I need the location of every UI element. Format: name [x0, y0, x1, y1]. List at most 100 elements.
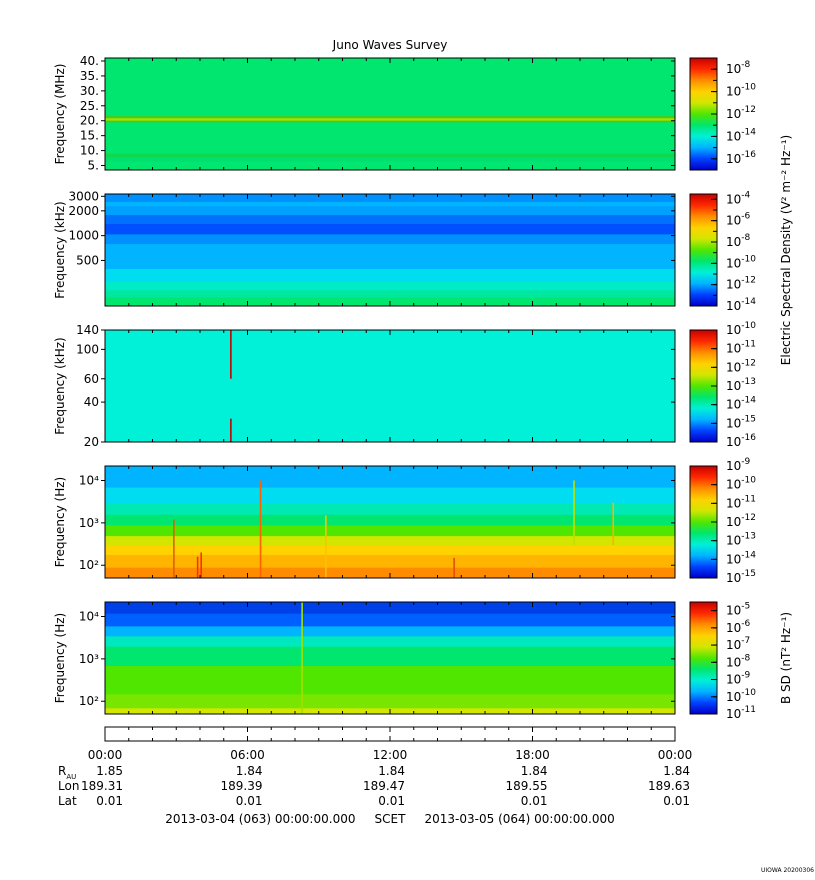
- y-axis-label: Frequency (kHz): [53, 201, 67, 298]
- colorbar-tick-label: 10-8: [726, 653, 751, 669]
- y-tick-label: 20.: [80, 114, 99, 128]
- spectrogram-band: [105, 117, 675, 121]
- ephemeris-value: 189.39: [221, 779, 263, 793]
- colorbar-tick-label: 10-9: [726, 671, 751, 687]
- y-tick-label: 40.: [80, 54, 99, 68]
- colorbar-tick-label: 10-6: [726, 619, 751, 635]
- ephemeris-label: Lat: [58, 794, 77, 808]
- ephemeris-value: 0.01: [663, 794, 690, 808]
- spectrogram-band: [105, 635, 675, 647]
- colorbar-tick-label: 10-11: [726, 494, 756, 510]
- spectrogram-band: [105, 554, 675, 568]
- x-tick-label: 00:00: [88, 748, 123, 762]
- colorbar-label: Electric Spectral Density (V² m⁻² Hz⁻¹): [779, 135, 793, 365]
- y-tick-label: 25.: [80, 99, 99, 113]
- spectrogram-band: [105, 115, 675, 119]
- ephemeris-value: 189.55: [506, 779, 548, 793]
- ephemeris-value: 1.84: [236, 764, 263, 778]
- colorbar-tick-label: 10-14: [726, 297, 756, 313]
- spectrogram-band: [105, 524, 675, 537]
- colorbar-tick-label: 10-12: [726, 105, 756, 121]
- y-axis-label: Frequency (MHz): [53, 64, 67, 165]
- spectrogram-band: [105, 466, 675, 488]
- ephemeris-value: 189.31: [81, 779, 123, 793]
- chart-title: Juno Waves Survey: [332, 38, 448, 52]
- colorbar-tick-label: 10-4: [726, 190, 751, 206]
- time-axis: 00:00 06:00 12:00 18:00 00:00: [88, 726, 693, 762]
- spectrogram-band: [105, 330, 675, 443]
- panel-lfr-low: 10⁴ 10³ 10² Frequency (Hz) 10-9 10-10 10-11 10-…: [53, 457, 756, 585]
- spectrogram-band: [105, 205, 675, 216]
- y-tick-label: 20: [84, 435, 99, 449]
- y-tick-label: 40: [84, 395, 99, 409]
- ephemeris-label: Lon: [58, 779, 79, 793]
- time-range: 2013-03-04 (063) 00:00:00.000 SCET 2013-…: [165, 812, 615, 826]
- y-axis-label: Frequency (kHz): [53, 337, 67, 434]
- panel-magnetic: 10⁴ 10³ 10² Frequency (Hz) 10-510-610-710-8 1…: [53, 601, 793, 721]
- colorbar-tick-label: 10-13: [726, 377, 756, 393]
- colorbar-tick-label: 10-12: [726, 276, 756, 292]
- colorbar-tick-label: 10-12: [726, 513, 756, 529]
- colorbar-tick-label: 10-5: [726, 602, 750, 618]
- footer-stamp: UIOWA 20200306: [761, 867, 814, 874]
- spectrogram-band: [105, 487, 675, 504]
- x-tick-label: 18:00: [515, 748, 550, 762]
- ephemeris-value: 1.84: [521, 764, 548, 778]
- y-tick-label: 3000: [68, 189, 99, 203]
- spectrogram-band: [105, 602, 675, 614]
- x-tick-label: 06:00: [230, 748, 265, 762]
- spectrogram-band: [105, 646, 675, 666]
- y-tick-label: 10⁴: [79, 610, 99, 624]
- colorbar-tick-label: 10-15: [726, 414, 756, 430]
- colorbar-tick-label: 10-16: [726, 150, 756, 166]
- spectrogram-band: [105, 152, 675, 158]
- y-tick-label: 15.: [80, 129, 99, 143]
- y-tick-label: 1000: [68, 229, 99, 243]
- ephemeris-value: 0.01: [96, 794, 123, 808]
- x-tick-label: 00:00: [658, 748, 693, 762]
- spectrogram-band: [105, 281, 675, 291]
- spectrogram-band: [105, 613, 675, 627]
- colorbar-tick-label: 10-10: [726, 321, 756, 337]
- x-tick-label: 12:00: [373, 748, 408, 762]
- ephemeris-value: 1.85: [96, 764, 123, 778]
- spectrogram-band: [105, 214, 675, 225]
- spectrogram-band: [105, 121, 675, 154]
- y-tick-label: 500: [76, 253, 99, 267]
- colorbar-tick-label: 10-6: [726, 212, 751, 228]
- colorbar-tick-label: 10-11: [726, 705, 756, 721]
- y-tick-label: 10²: [79, 558, 99, 572]
- colorbar-tick-label: 10-10: [726, 254, 756, 270]
- spectrogram-band: [105, 223, 675, 235]
- y-tick-label: 30.: [80, 84, 99, 98]
- spectrogram-band: [105, 502, 675, 515]
- colorbar-tick-label: 10-10: [726, 476, 756, 492]
- colorbar-tick-label: 10-14: [726, 127, 756, 143]
- ephemeris-value: 0.01: [378, 794, 405, 808]
- y-tick-label: 35.: [80, 69, 99, 83]
- colorbar-tick-label: 10-10: [726, 688, 756, 704]
- ephemeris-value: 1.84: [663, 764, 690, 778]
- panels: 40.35.30.25.20.15.10.5. Frequency (MHz) 10…: [53, 54, 793, 721]
- colorbar: [689, 601, 718, 715]
- colorbar-tick-label: 10-14: [726, 550, 756, 566]
- y-tick-label: 10²: [79, 694, 99, 708]
- spectrogram-band: [105, 545, 675, 555]
- colorbar-tick-label: 10-12: [726, 358, 756, 374]
- y-tick-label: 100: [76, 342, 99, 356]
- colorbar-tick-label: 10-16: [726, 433, 756, 449]
- colorbar-tick-label: 10-14: [726, 396, 756, 412]
- colorbar-tick-label: 10-8: [726, 233, 751, 249]
- y-tick-label: 10³: [79, 652, 99, 666]
- colorbar-tick-label: 10-8: [726, 60, 751, 76]
- spectrogram-band: [105, 625, 675, 637]
- panel-lfr-high: 140 100 60 40 20 Frequency (kHz) 10-10 10-11 10-…: [53, 321, 756, 449]
- spectrogram-band: [105, 58, 675, 116]
- spectrogram-band: [105, 665, 675, 695]
- spectrogram-band: [105, 201, 675, 207]
- spectrogram-band: [105, 120, 675, 123]
- y-tick-label: 10.: [80, 144, 99, 158]
